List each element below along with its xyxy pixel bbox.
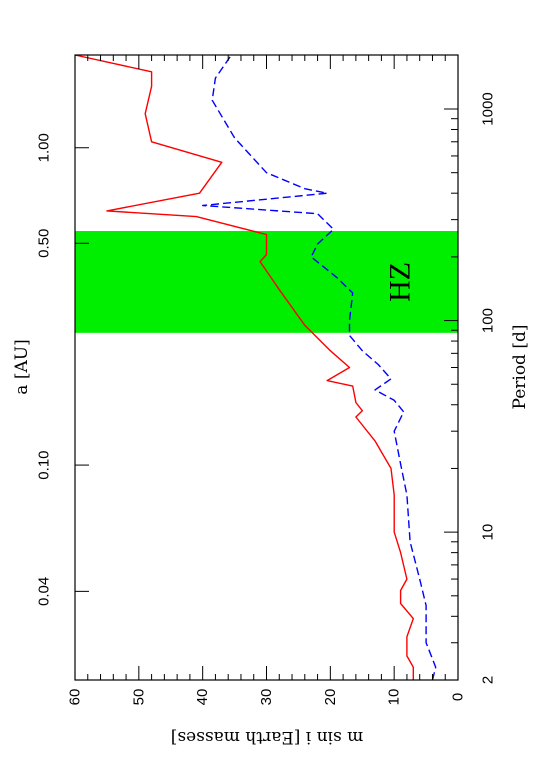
mass-tick-label: 20 (322, 689, 339, 706)
au-tick-label: 0.50 (36, 229, 53, 258)
x-axis-title: Period [d] (510, 325, 530, 410)
series-line-2 (201, 54, 437, 681)
period-tick-label: 10 (480, 524, 497, 541)
series-line-1 (74, 54, 414, 680)
y-axis-title: m sin i [Earth masses] (171, 727, 364, 747)
mass-tick-label: 30 (258, 689, 275, 706)
au-tick-label: 1.00 (36, 133, 53, 162)
mass-tick-label: 60 (67, 689, 84, 706)
plot-layer: HZ (74, 54, 458, 681)
period-tick-label: 1000 (480, 92, 497, 125)
au-tick-label: 0.04 (36, 577, 53, 606)
mass-tick-label: 10 (386, 689, 403, 706)
mass-tick-label: 0 (450, 693, 467, 701)
mass-tick-label: 50 (130, 689, 147, 706)
period-tick-label: 2 (480, 676, 497, 684)
top-axis-title: a [AU] (12, 339, 32, 394)
axes-layer: 2 10 100 1000 0.04 0.10 0.50 1.00 0 10 20 30 40 50 60 P… (12, 55, 530, 747)
au-tick-label: 0.10 (36, 450, 53, 479)
hz-label: HZ (384, 262, 417, 302)
period-tick-label: 100 (480, 308, 497, 333)
mass-tick-label: 40 (194, 689, 211, 706)
